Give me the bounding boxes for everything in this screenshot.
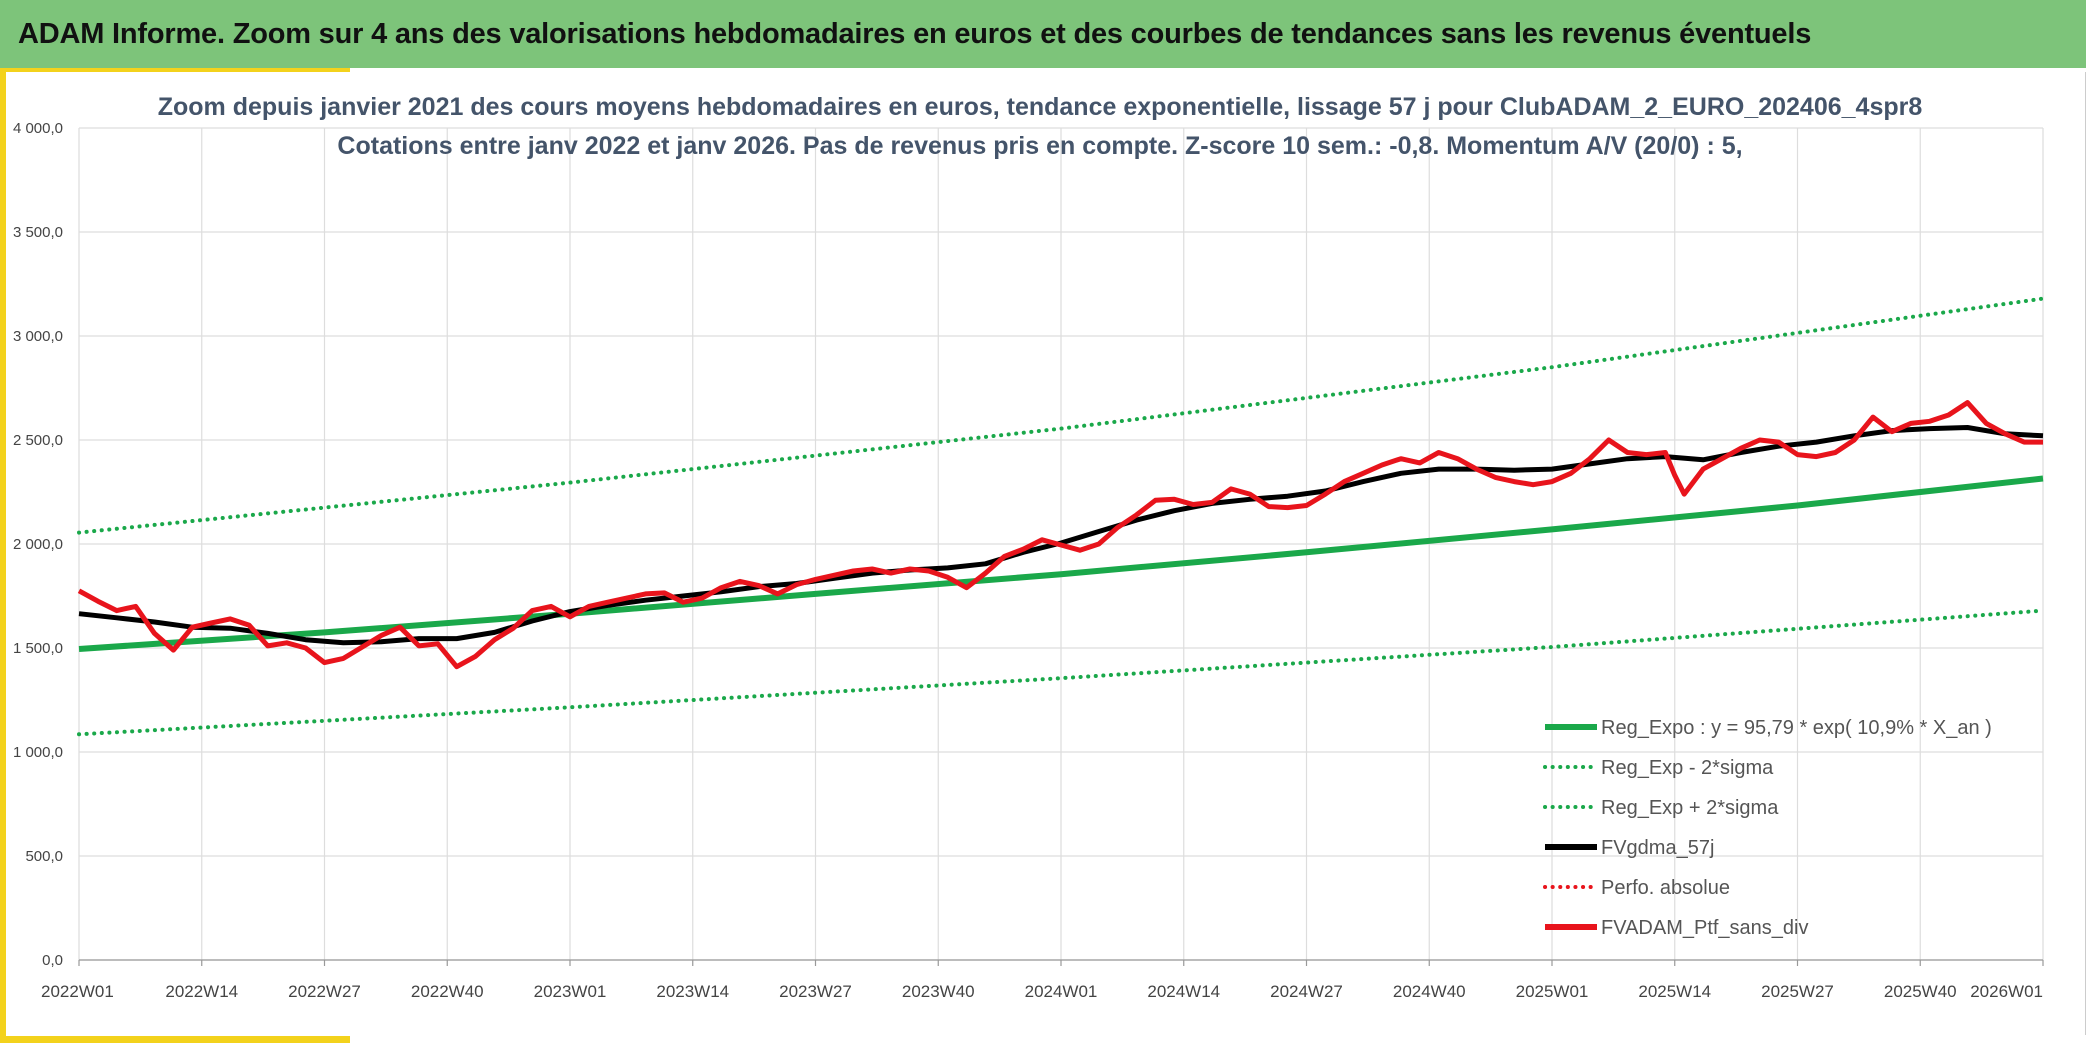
y-tick-label: 500,0 bbox=[25, 848, 63, 865]
x-tick-label: 2025W01 bbox=[1516, 982, 1589, 1001]
x-tick-label: 2025W27 bbox=[1761, 982, 1834, 1001]
y-tick-label: 3 500,0 bbox=[13, 224, 63, 241]
x-tick-label: 2023W01 bbox=[534, 982, 607, 1001]
legend-label: Perfo. absolue bbox=[1601, 877, 1730, 899]
x-tick-label: 2022W14 bbox=[165, 982, 238, 1001]
y-tick-label: 4 000,0 bbox=[13, 120, 63, 137]
series-line-reg-exp-2-sigma bbox=[77, 296, 2045, 535]
accent-edge-bottom bbox=[0, 1036, 350, 1043]
accent-edge-left bbox=[0, 68, 6, 1043]
y-tick-label: 0,0 bbox=[42, 952, 63, 969]
x-tick-label: 2023W40 bbox=[902, 982, 975, 1001]
x-tick-label: 2022W40 bbox=[411, 982, 484, 1001]
series-line-reg-expo-y-95-79-exp-10-9-x-an bbox=[78, 475, 2044, 652]
legend-label: Reg_Exp - 2*sigma bbox=[1601, 757, 1774, 779]
legend-label: FVgdma_57j bbox=[1601, 837, 1714, 859]
grid-lines bbox=[78, 127, 2044, 961]
y-tick-label: 2 500,0 bbox=[13, 432, 63, 449]
x-tick-label: 2026W01 bbox=[1970, 982, 2043, 1001]
series-line-reg-exp-2-sigma bbox=[77, 608, 2045, 737]
report-banner: ADAM Informe. Zoom sur 4 ans des valoris… bbox=[0, 0, 2086, 68]
y-tick-label: 2 000,0 bbox=[13, 536, 63, 553]
legend-label: Reg_Exp + 2*sigma bbox=[1601, 797, 1779, 819]
x-tick-label: 2022W27 bbox=[288, 982, 361, 1001]
x-tick-labels: 2022W01 2022W14 2022W27 2022W40 2023W01 2023W… bbox=[41, 982, 2043, 1001]
y-tick-label: 1 500,0 bbox=[13, 640, 63, 657]
y-tick-label: 1 000,0 bbox=[13, 744, 63, 761]
x-tick-label: 2024W01 bbox=[1025, 982, 1098, 1001]
legend-label: Reg_Expo : y = 95,79 * exp( 10,9% * X_an… bbox=[1601, 717, 1992, 739]
series-lines bbox=[77, 296, 2045, 737]
y-tick-labels: 0,0 500,0 1 000,0 1 500,0 2 000,0 2 500,0 3 00… bbox=[13, 120, 63, 969]
x-tick-label: 2023W27 bbox=[779, 982, 852, 1001]
x-tick-label: 2024W40 bbox=[1393, 982, 1466, 1001]
y-tick-label: 3 000,0 bbox=[13, 328, 63, 345]
x-tick-label: 2023W14 bbox=[656, 982, 729, 1001]
chart-legend: Reg_Expo : y = 95,79 * exp( 10,9% * X_an… bbox=[1543, 717, 1992, 939]
legend-label: FVADAM_Ptf_sans_div bbox=[1601, 917, 1809, 939]
x-tick-label: 2024W27 bbox=[1270, 982, 1343, 1001]
x-tick-label: 2022W01 bbox=[41, 982, 114, 1001]
x-tick-label: 2024W14 bbox=[1147, 982, 1220, 1001]
banner-title: ADAM Informe. Zoom sur 4 ans des valoris… bbox=[18, 17, 1812, 50]
axes bbox=[78, 959, 2044, 966]
chart-title-line-2: Cotations entre janv 2022 et janv 2026. … bbox=[337, 132, 1742, 160]
accent-edge-top bbox=[0, 68, 350, 72]
x-tick-label: 2025W40 bbox=[1884, 982, 1957, 1001]
chart-title-line-1: Zoom depuis janvier 2021 des cours moyen… bbox=[158, 93, 1923, 121]
series-line-fvadam-ptf-sans-div bbox=[77, 400, 2043, 670]
x-tick-label: 2025W14 bbox=[1638, 982, 1711, 1001]
